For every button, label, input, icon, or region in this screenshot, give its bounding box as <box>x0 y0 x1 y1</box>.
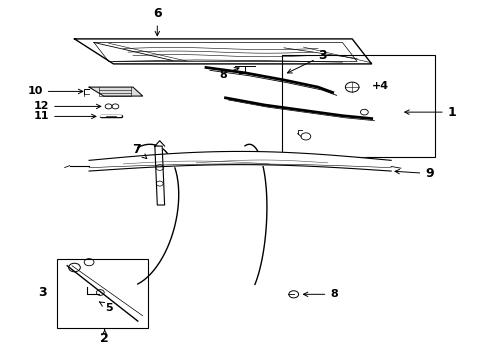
Bar <box>282 55 435 157</box>
Text: 10: 10 <box>27 86 83 96</box>
Text: 9: 9 <box>395 167 434 180</box>
Text: 8: 8 <box>219 68 239 80</box>
Text: 3: 3 <box>288 49 327 73</box>
Bar <box>57 258 147 328</box>
Text: 8: 8 <box>303 289 338 299</box>
Text: 2: 2 <box>100 330 109 346</box>
Text: 5: 5 <box>99 302 112 312</box>
Polygon shape <box>89 87 143 96</box>
Text: 11: 11 <box>34 111 96 121</box>
Text: 1: 1 <box>405 105 457 119</box>
Text: 7: 7 <box>132 143 147 158</box>
Text: 12: 12 <box>34 102 101 111</box>
Polygon shape <box>155 146 165 205</box>
Text: 3: 3 <box>39 286 47 299</box>
Polygon shape <box>74 39 372 64</box>
Text: +4: +4 <box>372 81 389 91</box>
Text: 6: 6 <box>153 8 162 36</box>
